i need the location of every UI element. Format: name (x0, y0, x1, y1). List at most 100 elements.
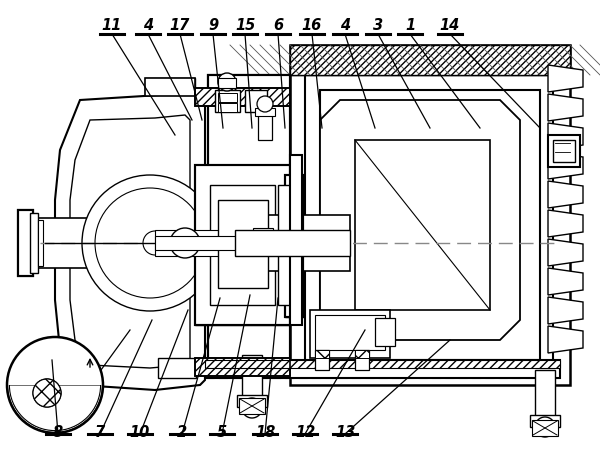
Text: 2: 2 (177, 425, 187, 440)
Polygon shape (320, 100, 520, 340)
Bar (18, 210, 33, 276)
Bar (315, 315, 385, 350)
Wedge shape (33, 379, 61, 407)
Bar (290, 45, 570, 385)
Circle shape (218, 73, 236, 91)
Polygon shape (548, 297, 583, 324)
Text: 16: 16 (302, 18, 322, 33)
Bar (38, 220, 43, 266)
Bar (290, 155, 302, 325)
Text: 11: 11 (102, 18, 122, 33)
Bar (245, 90, 267, 112)
Bar (215, 90, 240, 112)
Text: 4: 4 (143, 18, 153, 33)
Polygon shape (548, 152, 583, 179)
Bar (553, 140, 575, 162)
Polygon shape (548, 239, 583, 266)
Text: 5: 5 (217, 425, 227, 440)
Bar (30, 213, 38, 273)
Bar (195, 88, 290, 106)
Bar (235, 230, 350, 256)
Text: 8: 8 (53, 425, 63, 440)
Bar (208, 75, 290, 375)
Text: 10: 10 (130, 425, 150, 440)
Circle shape (143, 231, 167, 255)
Bar (155, 236, 255, 250)
Text: 18: 18 (255, 425, 275, 440)
Bar (218, 200, 268, 288)
Text: 13: 13 (335, 425, 355, 440)
Bar (208, 75, 290, 375)
Bar (195, 358, 290, 376)
Circle shape (95, 188, 205, 298)
Bar (285, 175, 303, 317)
Text: 14: 14 (440, 18, 460, 33)
Polygon shape (548, 94, 583, 121)
Bar (278, 185, 290, 305)
Bar (237, 395, 267, 407)
Bar (205, 360, 560, 368)
Bar (210, 185, 275, 305)
Bar (290, 45, 570, 75)
Bar (315, 350, 329, 358)
Bar (315, 350, 329, 370)
Circle shape (535, 417, 555, 437)
Bar (375, 318, 395, 346)
Circle shape (33, 379, 61, 407)
Bar (195, 88, 290, 106)
Bar (7, 337, 55, 385)
Bar (532, 420, 558, 436)
Bar (20, 218, 120, 268)
Text: 6: 6 (273, 18, 283, 33)
Bar (205, 360, 560, 378)
Bar (145, 78, 195, 92)
Bar (258, 110, 272, 140)
Wedge shape (10, 385, 101, 431)
Bar (155, 230, 225, 256)
Polygon shape (548, 123, 583, 150)
Text: 1: 1 (405, 18, 415, 33)
Text: 17: 17 (170, 18, 190, 33)
Bar (158, 358, 196, 378)
Bar (195, 165, 290, 325)
Bar (195, 358, 290, 376)
Bar (535, 370, 555, 425)
Bar (195, 165, 290, 325)
Circle shape (257, 96, 273, 112)
Circle shape (82, 175, 218, 311)
Polygon shape (548, 326, 583, 353)
Bar (355, 140, 490, 310)
Text: 12: 12 (295, 425, 315, 440)
Bar (218, 78, 236, 88)
Text: 9: 9 (208, 18, 218, 33)
Bar (208, 75, 290, 375)
Bar (242, 355, 262, 410)
Text: 7: 7 (95, 425, 105, 440)
Bar (263, 378, 281, 386)
Bar (530, 415, 560, 427)
Bar (255, 108, 275, 116)
Bar (145, 78, 195, 96)
Bar (18, 210, 33, 276)
Polygon shape (548, 65, 583, 92)
Polygon shape (290, 45, 570, 75)
Bar (225, 355, 239, 380)
Polygon shape (55, 90, 205, 390)
Text: 4: 4 (340, 18, 350, 33)
Bar (223, 378, 241, 386)
Bar (265, 355, 279, 380)
Bar (355, 350, 369, 358)
Bar (305, 75, 553, 375)
Text: 3: 3 (373, 18, 383, 33)
Bar (218, 93, 237, 102)
Bar (55, 337, 103, 385)
Bar (285, 175, 303, 317)
Polygon shape (70, 115, 190, 368)
Bar (240, 215, 350, 271)
Polygon shape (548, 268, 583, 295)
Text: 15: 15 (235, 18, 255, 33)
Polygon shape (548, 181, 583, 208)
Bar (355, 350, 369, 370)
Bar (195, 165, 290, 325)
Bar (18, 210, 33, 276)
